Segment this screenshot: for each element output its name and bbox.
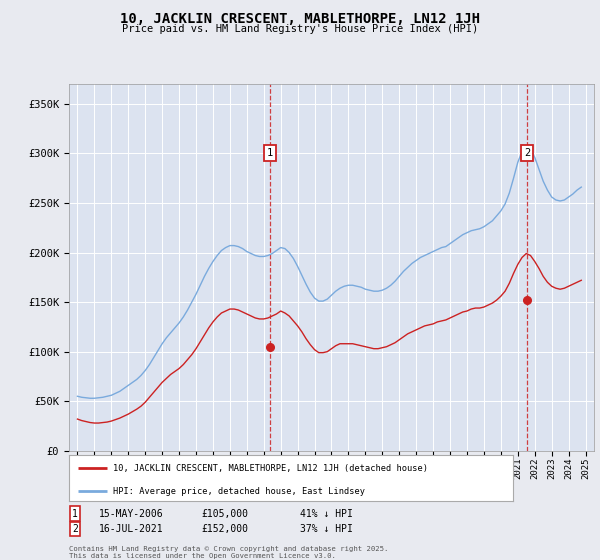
Text: 2: 2	[524, 148, 530, 158]
Text: 2: 2	[72, 524, 78, 534]
Text: 15-MAY-2006: 15-MAY-2006	[99, 508, 164, 519]
Text: Price paid vs. HM Land Registry's House Price Index (HPI): Price paid vs. HM Land Registry's House …	[122, 24, 478, 34]
Text: Contains HM Land Registry data © Crown copyright and database right 2025.
This d: Contains HM Land Registry data © Crown c…	[69, 546, 388, 559]
Text: 10, JACKLIN CRESCENT, MABLETHORPE, LN12 1JH: 10, JACKLIN CRESCENT, MABLETHORPE, LN12 …	[120, 12, 480, 26]
Text: 37% ↓ HPI: 37% ↓ HPI	[300, 524, 353, 534]
Text: 1: 1	[72, 508, 78, 519]
Text: 10, JACKLIN CRESCENT, MABLETHORPE, LN12 1JH (detached house): 10, JACKLIN CRESCENT, MABLETHORPE, LN12 …	[113, 464, 428, 473]
Text: 16-JUL-2021: 16-JUL-2021	[99, 524, 164, 534]
Text: £152,000: £152,000	[201, 524, 248, 534]
Text: £105,000: £105,000	[201, 508, 248, 519]
Text: 41% ↓ HPI: 41% ↓ HPI	[300, 508, 353, 519]
Text: 1: 1	[267, 148, 273, 158]
Text: HPI: Average price, detached house, East Lindsey: HPI: Average price, detached house, East…	[113, 487, 365, 496]
